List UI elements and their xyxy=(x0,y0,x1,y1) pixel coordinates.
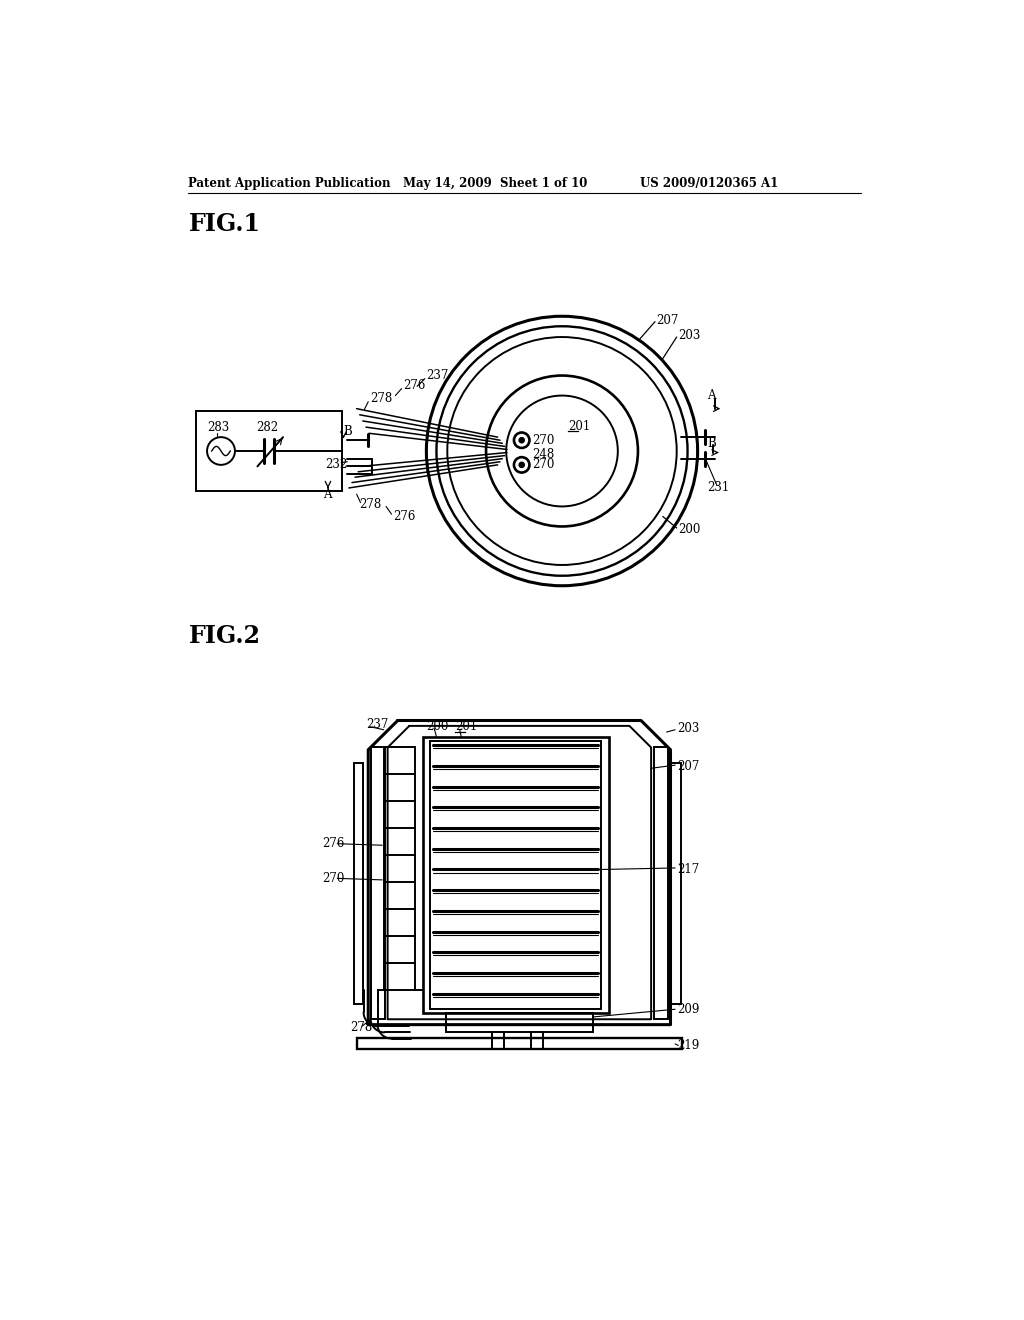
Text: 217: 217 xyxy=(677,863,699,876)
Text: 276: 276 xyxy=(393,510,416,523)
Text: A: A xyxy=(324,488,332,502)
Text: 278: 278 xyxy=(359,499,381,511)
Text: B: B xyxy=(707,437,716,450)
Bar xyxy=(371,747,385,1019)
Text: 278: 278 xyxy=(350,1022,373,1035)
Text: B: B xyxy=(343,425,352,438)
Bar xyxy=(493,1032,504,1049)
Text: A: A xyxy=(707,389,716,403)
Text: 219: 219 xyxy=(677,1039,699,1052)
Text: 203: 203 xyxy=(678,329,700,342)
Bar xyxy=(654,747,669,1019)
Text: 232: 232 xyxy=(326,458,348,471)
Circle shape xyxy=(519,438,524,442)
Text: 270: 270 xyxy=(532,458,555,471)
Text: 248: 248 xyxy=(532,447,555,461)
Text: 283: 283 xyxy=(207,421,229,434)
Text: 282: 282 xyxy=(257,421,279,434)
Text: 278: 278 xyxy=(370,392,392,405)
Text: 231: 231 xyxy=(707,482,729,495)
Text: 207: 207 xyxy=(677,760,699,774)
Text: 276: 276 xyxy=(403,379,426,392)
Text: 270: 270 xyxy=(532,434,555,446)
Text: Patent Application Publication: Patent Application Publication xyxy=(188,177,391,190)
Text: 201: 201 xyxy=(455,721,477,733)
Bar xyxy=(672,763,681,1003)
Text: May 14, 2009  Sheet 1 of 10: May 14, 2009 Sheet 1 of 10 xyxy=(403,177,588,190)
Text: 237: 237 xyxy=(426,370,449,381)
Bar xyxy=(445,1014,593,1032)
Text: FIG.1: FIG.1 xyxy=(188,211,260,236)
Bar xyxy=(356,1038,682,1049)
Text: 276: 276 xyxy=(322,837,344,850)
Text: US 2009/0120365 A1: US 2009/0120365 A1 xyxy=(640,177,778,190)
Bar xyxy=(430,742,601,1010)
Text: 201: 201 xyxy=(568,420,591,433)
Bar xyxy=(423,738,608,1014)
Bar xyxy=(531,1032,543,1049)
Text: FIG.2: FIG.2 xyxy=(188,624,260,648)
Text: 207: 207 xyxy=(656,314,679,326)
Circle shape xyxy=(519,462,524,467)
Text: 203: 203 xyxy=(677,722,699,735)
Bar xyxy=(353,763,362,1003)
Text: 209: 209 xyxy=(677,1003,699,1016)
Text: 270: 270 xyxy=(322,871,344,884)
Bar xyxy=(197,411,342,491)
Text: 237: 237 xyxy=(366,718,388,731)
Text: 200: 200 xyxy=(426,721,449,733)
Text: 200: 200 xyxy=(678,523,700,536)
